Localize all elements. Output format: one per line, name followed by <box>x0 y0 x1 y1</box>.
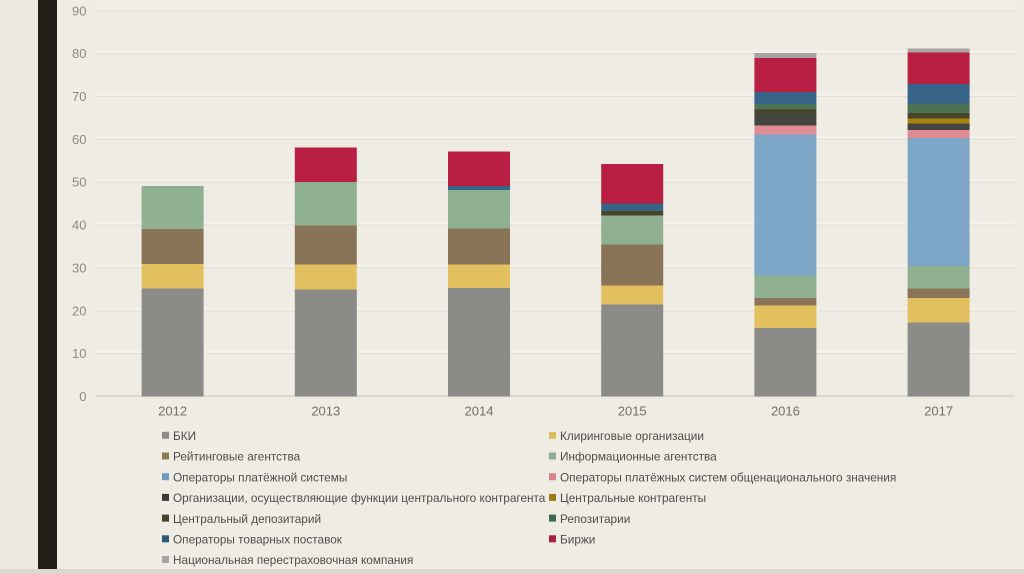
svg-text:Репозитарии: Репозитарии <box>560 512 630 526</box>
svg-text:2014: 2014 <box>465 404 494 419</box>
svg-text:Организации, осуществляющие фу: Организации, осуществляющие функции цент… <box>173 491 546 505</box>
svg-text:Биржи: Биржи <box>560 533 595 547</box>
svg-text:2017: 2017 <box>924 404 953 419</box>
svg-text:Центральный депозитарий: Центральный депозитарий <box>173 512 321 526</box>
svg-text:БКИ: БКИ <box>173 429 196 443</box>
svg-text:0: 0 <box>79 389 86 404</box>
svg-text:70: 70 <box>72 89 86 104</box>
svg-text:90: 90 <box>72 3 86 18</box>
svg-text:50: 50 <box>72 175 86 190</box>
svg-text:Клиринговые организации: Клиринговые организации <box>560 429 704 443</box>
svg-text:80: 80 <box>72 46 86 61</box>
svg-text:Центральные контрагенты: Центральные контрагенты <box>560 491 706 505</box>
svg-text:Информационные агентства: Информационные агентства <box>560 450 717 464</box>
svg-text:2016: 2016 <box>771 404 800 419</box>
svg-text:Национальная перестраховочная: Национальная перестраховочная компания <box>173 553 413 567</box>
svg-text:Операторы платёжной системы: Операторы платёжной системы <box>173 470 347 484</box>
svg-text:60: 60 <box>72 132 86 147</box>
svg-text:10: 10 <box>72 346 86 361</box>
svg-text:30: 30 <box>72 260 86 275</box>
svg-text:Рейтинговые агентства: Рейтинговые агентства <box>173 450 301 464</box>
svg-text:20: 20 <box>72 303 86 318</box>
svg-text:Операторы товарных поставок: Операторы товарных поставок <box>173 533 343 547</box>
svg-text:2012: 2012 <box>158 404 187 419</box>
svg-text:2015: 2015 <box>618 404 647 419</box>
svg-text:40: 40 <box>72 218 86 233</box>
svg-text:2013: 2013 <box>311 404 340 419</box>
svg-text:Операторы платёжных систем общ: Операторы платёжных систем общенациональ… <box>560 470 896 484</box>
